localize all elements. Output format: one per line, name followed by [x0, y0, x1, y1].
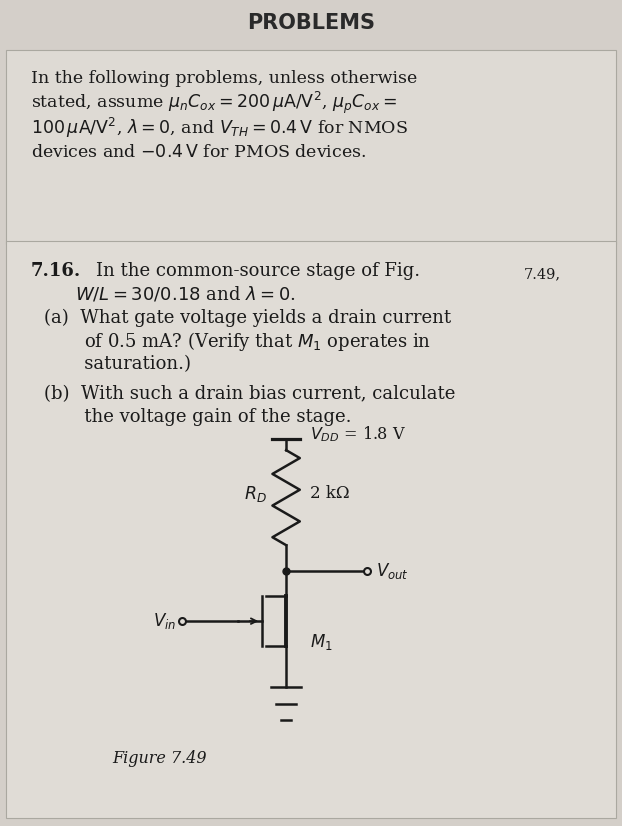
Text: $R_D$: $R_D$ [244, 483, 267, 504]
Text: $V_{out}$: $V_{out}$ [376, 561, 409, 581]
Text: $100\,\mu\mathrm{A/V^2}$, $\lambda = 0$, and $V_{TH} = 0.4\,\mathrm{V}$ for NMOS: $100\,\mu\mathrm{A/V^2}$, $\lambda = 0$,… [31, 116, 408, 140]
Text: devices and $-0.4\,\mathrm{V}$ for PMOS devices.: devices and $-0.4\,\mathrm{V}$ for PMOS … [31, 145, 366, 161]
Text: the voltage gain of the stage.: the voltage gain of the stage. [44, 408, 351, 426]
Text: PROBLEMS: PROBLEMS [247, 13, 375, 33]
FancyBboxPatch shape [6, 241, 616, 818]
Text: 7.16.: 7.16. [31, 262, 81, 280]
Text: In the common-source stage of Fig.: In the common-source stage of Fig. [96, 262, 420, 280]
Text: 2 kΩ: 2 kΩ [310, 485, 350, 502]
Text: $W/L = 30/0.18$ and $\lambda = 0$.: $W/L = 30/0.18$ and $\lambda = 0$. [75, 284, 295, 304]
Text: saturation.): saturation.) [44, 355, 190, 373]
FancyBboxPatch shape [0, 0, 622, 45]
Text: 7.49,: 7.49, [524, 268, 561, 281]
Text: (b)  With such a drain bias current, calculate: (b) With such a drain bias current, calc… [44, 385, 455, 403]
Text: $M_1$: $M_1$ [310, 632, 333, 652]
Text: In the following problems, unless otherwise: In the following problems, unless otherw… [31, 70, 417, 87]
Text: $V_{in}$: $V_{in}$ [154, 611, 177, 631]
Text: (a)  What gate voltage yields a drain current: (a) What gate voltage yields a drain cur… [44, 309, 451, 327]
Text: stated, assume $\mu_n C_{ox} = 200\,\mu\mathrm{A/V^2}$, $\mu_p C_{ox} =$: stated, assume $\mu_n C_{ox} = 200\,\mu\… [31, 90, 397, 116]
FancyBboxPatch shape [6, 50, 616, 244]
Text: Figure 7.49: Figure 7.49 [112, 750, 207, 767]
Text: $V_{DD}$ = 1.8 V: $V_{DD}$ = 1.8 V [310, 425, 406, 444]
Text: of 0.5 mA? (Verify that $M_1$ operates in: of 0.5 mA? (Verify that $M_1$ operates i… [44, 330, 430, 353]
